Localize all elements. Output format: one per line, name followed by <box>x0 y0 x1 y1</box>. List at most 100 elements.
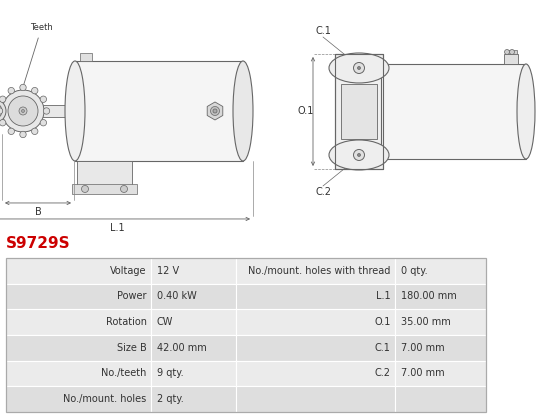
Circle shape <box>510 50 515 54</box>
Ellipse shape <box>329 53 389 83</box>
Bar <box>6 386 151 412</box>
Text: S9729S: S9729S <box>6 236 70 251</box>
Polygon shape <box>207 102 223 120</box>
Circle shape <box>82 186 88 193</box>
Text: 12 V: 12 V <box>156 266 179 276</box>
Bar <box>37 105 71 117</box>
Text: O.1: O.1 <box>297 106 314 116</box>
Bar <box>151 284 236 309</box>
Bar <box>395 284 486 309</box>
Circle shape <box>0 103 2 119</box>
Bar <box>6 361 151 386</box>
Text: CW: CW <box>156 317 173 327</box>
Text: No./teeth: No./teeth <box>101 368 147 379</box>
Text: 0 qty.: 0 qty. <box>401 266 427 276</box>
Text: 0.40 kW: 0.40 kW <box>156 291 196 302</box>
Bar <box>151 361 236 386</box>
Circle shape <box>19 107 27 115</box>
Text: 9 qty.: 9 qty. <box>156 368 183 379</box>
Circle shape <box>40 96 46 102</box>
Text: C.1: C.1 <box>315 26 331 36</box>
Bar <box>335 54 383 169</box>
Bar <box>334 68 384 76</box>
Circle shape <box>40 119 46 126</box>
Bar <box>236 284 395 309</box>
Text: Size B: Size B <box>117 343 147 353</box>
Circle shape <box>120 186 128 193</box>
Text: C.2: C.2 <box>375 368 391 379</box>
Ellipse shape <box>517 64 535 159</box>
Text: No./mount. holes: No./mount. holes <box>63 394 147 404</box>
Circle shape <box>20 131 26 138</box>
Ellipse shape <box>233 61 253 161</box>
Bar <box>395 361 486 386</box>
Circle shape <box>8 128 15 134</box>
Text: L.1: L.1 <box>376 291 391 302</box>
Circle shape <box>31 128 38 134</box>
Text: Power: Power <box>117 291 147 302</box>
Text: Voltage: Voltage <box>110 266 147 276</box>
Circle shape <box>2 90 44 132</box>
Bar <box>395 386 486 412</box>
Text: 180.00 mm: 180.00 mm <box>401 291 456 302</box>
Circle shape <box>505 50 510 54</box>
Bar <box>395 335 486 361</box>
Bar <box>236 361 395 386</box>
Ellipse shape <box>329 140 389 170</box>
Circle shape <box>43 108 50 114</box>
Ellipse shape <box>65 61 85 161</box>
Text: L.1: L.1 <box>110 223 125 233</box>
Circle shape <box>0 119 6 126</box>
Bar <box>381 64 526 159</box>
Bar <box>236 309 395 335</box>
Text: 2 qty.: 2 qty. <box>156 394 183 404</box>
Bar <box>151 258 236 284</box>
Bar <box>395 258 486 284</box>
Bar <box>395 309 486 335</box>
Bar <box>72 184 137 194</box>
Text: 7.00 mm: 7.00 mm <box>401 343 445 353</box>
Circle shape <box>8 87 15 94</box>
Bar <box>334 147 384 155</box>
Bar <box>151 309 236 335</box>
Bar <box>80 53 92 61</box>
Bar <box>75 61 243 161</box>
Bar <box>504 54 518 64</box>
Circle shape <box>211 106 220 116</box>
Circle shape <box>357 67 361 69</box>
Bar <box>6 258 151 284</box>
Bar <box>236 335 395 361</box>
Circle shape <box>0 96 6 102</box>
Text: O.1: O.1 <box>375 317 391 327</box>
Text: 42.00 mm: 42.00 mm <box>156 343 206 353</box>
Circle shape <box>0 108 3 114</box>
Circle shape <box>353 149 365 161</box>
Bar <box>335 54 383 169</box>
Bar <box>236 258 395 284</box>
Text: 7.00 mm: 7.00 mm <box>401 368 445 379</box>
Circle shape <box>20 84 26 91</box>
Text: C.2: C.2 <box>315 187 331 197</box>
Bar <box>236 386 395 412</box>
Bar <box>77 161 132 186</box>
Circle shape <box>353 62 365 74</box>
Circle shape <box>357 154 361 156</box>
Bar <box>6 309 151 335</box>
Bar <box>151 335 236 361</box>
Bar <box>6 284 151 309</box>
Bar <box>505 50 517 54</box>
Bar <box>6 258 486 412</box>
Bar <box>6 335 151 361</box>
Circle shape <box>213 109 217 113</box>
Bar <box>341 84 377 139</box>
Text: Rotation: Rotation <box>106 317 147 327</box>
Circle shape <box>21 109 25 112</box>
Circle shape <box>31 87 38 94</box>
Circle shape <box>0 99 6 123</box>
Text: No./mount. holes with thread: No./mount. holes with thread <box>249 266 391 276</box>
Circle shape <box>8 96 38 126</box>
Bar <box>151 386 236 412</box>
Text: B: B <box>35 207 41 217</box>
Text: C.1: C.1 <box>375 343 391 353</box>
Text: Teeth: Teeth <box>24 23 53 84</box>
